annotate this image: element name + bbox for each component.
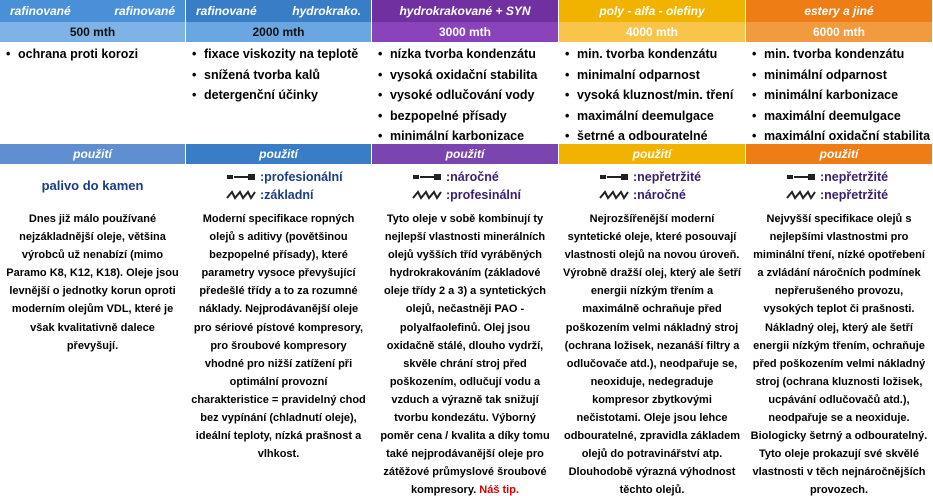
grade-label: :profesionální bbox=[260, 170, 343, 184]
feature-item: nízka tvorba kondenzátu bbox=[378, 44, 558, 65]
feature-item: minimální odparnost bbox=[752, 65, 932, 86]
col2-header-right: hydrokrako. bbox=[292, 4, 361, 18]
compressor-piston-icon bbox=[600, 174, 628, 180]
col3-usage-label: použití bbox=[372, 144, 559, 164]
col1-header-right: rafinované bbox=[114, 4, 175, 18]
feature-item: maximální deemulgace bbox=[752, 106, 932, 127]
col1-header: rafinované rafinované bbox=[0, 0, 186, 22]
grade-label: :náročné bbox=[446, 170, 499, 184]
grade-label: :základní bbox=[260, 188, 314, 202]
col4-grades: :nepřetržité :náročné bbox=[559, 164, 746, 206]
grade-label: :nepřetržité bbox=[820, 170, 889, 184]
feature-item: vysoké odlučování vody bbox=[378, 85, 558, 106]
grade-label: :profesinální bbox=[446, 188, 522, 202]
grade-label: :náročné bbox=[633, 188, 686, 202]
col2-usage-label: použití bbox=[186, 144, 372, 164]
col3-header: hydrokrakované + SYN bbox=[372, 0, 559, 22]
feature-item: minimalní odparnost bbox=[565, 65, 745, 86]
compressor-screw-icon bbox=[786, 190, 816, 200]
col5-header-title: estery a jiné bbox=[804, 4, 874, 18]
compressor-screw-icon bbox=[226, 190, 256, 200]
col3-features: nízka tvorba kondenzátu vysoká oxidační … bbox=[372, 42, 559, 144]
col2-description: Moderní specifikace ropných olejů s adit… bbox=[186, 206, 372, 496]
feature-item: vysoká oxidační stabilita bbox=[378, 65, 558, 86]
col1-interval: 500 mth bbox=[0, 22, 186, 42]
feature-item: minimální karbonizace bbox=[752, 85, 932, 106]
col1-description: Dnes již málo používané nejzákladnější o… bbox=[0, 206, 186, 496]
col5-header: estery a jiné bbox=[746, 0, 933, 22]
col2-header-left: rafinované bbox=[196, 4, 257, 18]
col3-header-title: hydrokrakované + SYN bbox=[399, 4, 531, 18]
col3-description: Tyto oleje v sobě kombinují ty nejlepší … bbox=[372, 206, 559, 496]
compressor-piston-icon bbox=[227, 174, 255, 180]
feature-item: fixace viskozity na teplotě bbox=[192, 44, 371, 65]
col1-usage-value: palivo do kamen bbox=[0, 164, 186, 206]
col4-usage-label: použití bbox=[559, 144, 746, 164]
col4-features: min. tvorba kondenzátu minimalní odparno… bbox=[559, 42, 746, 144]
col4-interval: 4000 mth bbox=[559, 22, 746, 42]
feature-item: ochrana proti korozi bbox=[6, 44, 185, 65]
grade-label: :nepřetržité bbox=[633, 170, 702, 184]
feature-item: bezpopelné přísady bbox=[378, 106, 558, 127]
feature-item: min. tvorba kondenzátu bbox=[752, 44, 932, 65]
feature-item: min. tvorba kondenzátu bbox=[565, 44, 745, 65]
col5-usage-label: použití bbox=[746, 144, 933, 164]
feature-item: šetrné a odbouratelné bbox=[565, 126, 745, 144]
compressor-piston-icon bbox=[413, 174, 441, 180]
col3-grades: :náročné :profesinální bbox=[372, 164, 559, 206]
col1-header-left: rafinované bbox=[10, 4, 71, 18]
col3-interval: 3000 mth bbox=[372, 22, 559, 42]
tip-label: Náš tip. bbox=[479, 484, 519, 496]
feature-item: detergenční účinky bbox=[192, 85, 371, 106]
feature-item: snížená tvorba kalů bbox=[192, 65, 371, 86]
feature-item: maximální oxidační stabilita bbox=[752, 126, 932, 144]
compressor-piston-icon bbox=[787, 174, 815, 180]
col2-interval: 2000 mth bbox=[186, 22, 372, 42]
compressor-screw-icon bbox=[412, 190, 442, 200]
col5-description: Nejvyšší specifikace olejů s nejlepšími … bbox=[746, 206, 933, 496]
col1-features: ochrana proti korozi bbox=[0, 42, 186, 144]
col2-header: rafinované hydrokrako. bbox=[186, 0, 372, 22]
col5-features: min. tvorba kondenzátu minimální odparno… bbox=[746, 42, 933, 144]
col2-grades: :profesionální :základní bbox=[186, 164, 372, 206]
feature-item: vysoká kluznost/min. tření bbox=[565, 85, 745, 106]
col5-grades: :nepřetržité :nepřetržité bbox=[746, 164, 933, 206]
col1-usage-label: použití bbox=[0, 144, 186, 164]
col2-features: fixace viskozity na teplotě snížená tvor… bbox=[186, 42, 372, 144]
description-text: Tyto oleje v sobě kombinují ty nejlepší … bbox=[380, 213, 550, 496]
col4-header-title: poly - alfa - olefiny bbox=[599, 4, 705, 18]
feature-item: maximální deemulgace bbox=[565, 106, 745, 127]
col5-interval: 6000 mth bbox=[746, 22, 933, 42]
col4-header: poly - alfa - olefiny bbox=[559, 0, 746, 22]
feature-item: minimální karbonizace bbox=[378, 126, 558, 144]
grade-label: :nepřetržité bbox=[820, 188, 889, 202]
col4-description: Nejrozšířenější moderní syntetické oleje… bbox=[559, 206, 746, 496]
compressor-screw-icon bbox=[599, 190, 629, 200]
